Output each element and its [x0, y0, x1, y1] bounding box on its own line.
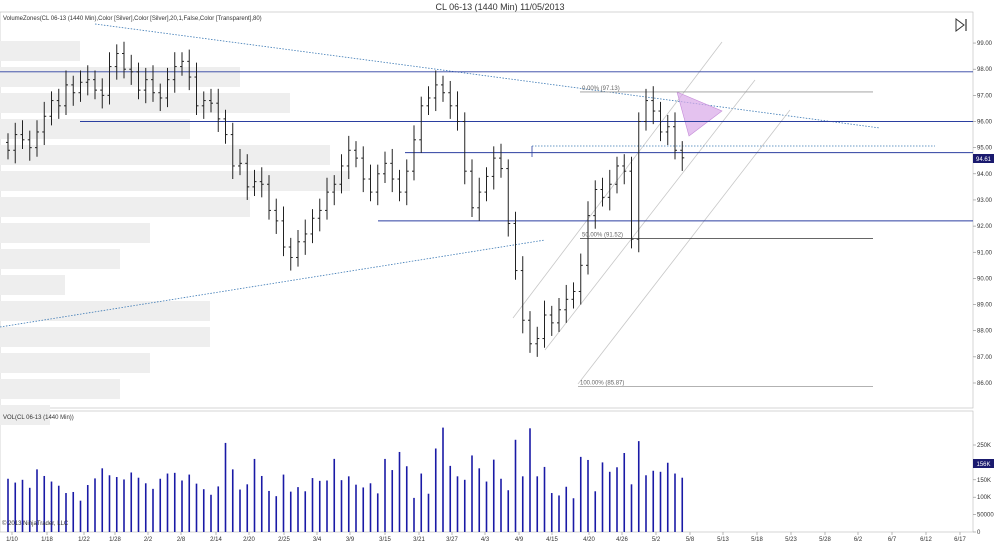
volume-zone	[0, 41, 80, 61]
y-tick-label: 94.00	[977, 172, 993, 178]
x-tick-label: 3/4	[313, 537, 322, 543]
trendline-lower[interactable]	[0, 239, 546, 328]
x-tick-label: 4/20	[583, 537, 595, 543]
play-end-icon[interactable]	[955, 18, 967, 32]
x-tick-label: 1/22	[78, 537, 90, 543]
svg-text:156K: 156K	[976, 462, 990, 468]
volume-indicator-label: VOL(CL 06-13 (1440 Min))	[3, 415, 74, 421]
x-tick-label: 6/2	[854, 537, 863, 543]
x-tick-label: 6/17	[954, 537, 966, 543]
y-tick-label: 92.00	[977, 224, 993, 230]
y-tick-label: 93.00	[977, 198, 993, 204]
x-tick-label: 5/8	[686, 537, 695, 543]
svg-text:94.61: 94.61	[976, 157, 992, 163]
triangle-pattern[interactable]	[676, 91, 723, 137]
y-tick-label: 97.00	[977, 93, 993, 99]
volume-zone	[0, 405, 50, 425]
x-tick-label: 5/28	[819, 537, 831, 543]
x-tick-label: 2/14	[210, 537, 222, 543]
x-tick-label: 3/27	[446, 537, 458, 543]
x-tick-label: 4/15	[546, 537, 558, 543]
fib-level-label: 0.00% (97.13)	[582, 86, 620, 92]
volume-badge: 156K	[973, 459, 994, 468]
x-tick-label: 6/12	[920, 537, 932, 543]
x-tick-label: 2/20	[243, 537, 255, 543]
y-tick-label: 99.00	[977, 41, 993, 47]
volume-zone	[0, 275, 65, 295]
volume-zone	[0, 379, 120, 399]
x-tick-label: 1/10	[6, 537, 18, 543]
volume-zone	[0, 67, 240, 87]
x-tick-label: 3/9	[346, 537, 355, 543]
x-tick-label: 2/2	[144, 537, 153, 543]
x-tick-label: 4/3	[481, 537, 490, 543]
volume-zone	[0, 93, 290, 113]
x-tick-label: 1/18	[41, 537, 53, 543]
copyright-label: © 2013 NinjaTrader, LLC	[2, 520, 69, 527]
y-tick-label: 96.00	[977, 120, 993, 126]
x-tick-label: 5/23	[785, 537, 797, 543]
x-tick-label: 1/28	[109, 537, 121, 543]
x-tick-label: 2/8	[177, 537, 186, 543]
y-tick-label: 91.00	[977, 250, 993, 256]
y-tick-label: 87.00	[977, 355, 993, 361]
x-tick-label: 4/9	[515, 537, 524, 543]
fib-level-label: 100.00% (85.87)	[580, 380, 624, 386]
price-badge: 94.61	[973, 154, 994, 163]
y-tick-label: 86.00	[977, 381, 993, 387]
volume-zone	[0, 249, 120, 269]
volume-y-tick-label: 50000	[977, 513, 994, 519]
volume-zone	[0, 223, 150, 243]
chart-title: CL 06-13 (1440 Min) 11/05/2013	[435, 2, 565, 12]
y-tick-label: 98.00	[977, 67, 993, 73]
volume-y-tick-label: 250K	[977, 443, 991, 449]
volume-zone	[0, 145, 330, 165]
x-tick-label: 5/18	[751, 537, 763, 543]
volume-y-tick-label: 0	[977, 530, 981, 536]
x-tick-label: 5/2	[652, 537, 661, 543]
volume-zone	[0, 327, 210, 347]
volume-zone	[0, 197, 250, 217]
volume-y-tick-label: 150K	[977, 478, 991, 484]
volume-y-tick-label: 100K	[977, 495, 991, 501]
channel-line[interactable]	[544, 79, 756, 351]
volume-zone	[0, 353, 150, 373]
x-tick-label: 3/21	[413, 537, 425, 543]
volume-zone	[0, 301, 210, 321]
y-tick-label: 95.00	[977, 146, 993, 152]
x-tick-label: 5/13	[717, 537, 729, 543]
volume-zone	[0, 171, 350, 191]
x-tick-label: 6/7	[888, 537, 897, 543]
x-tick-label: 4/26	[616, 537, 628, 543]
channel-line[interactable]	[577, 109, 791, 385]
y-tick-label: 90.00	[977, 276, 993, 282]
volume-zone	[0, 119, 190, 139]
x-tick-label: 2/25	[278, 537, 290, 543]
y-tick-label: 89.00	[977, 303, 993, 309]
x-tick-label: 3/15	[379, 537, 391, 543]
y-tick-label: 88.00	[977, 329, 993, 335]
price-indicator-label: VolumeZones(CL 06-13 (1440 Min),Color [S…	[3, 16, 262, 22]
fib-level-label: 50.00% (91.52)	[582, 233, 623, 239]
